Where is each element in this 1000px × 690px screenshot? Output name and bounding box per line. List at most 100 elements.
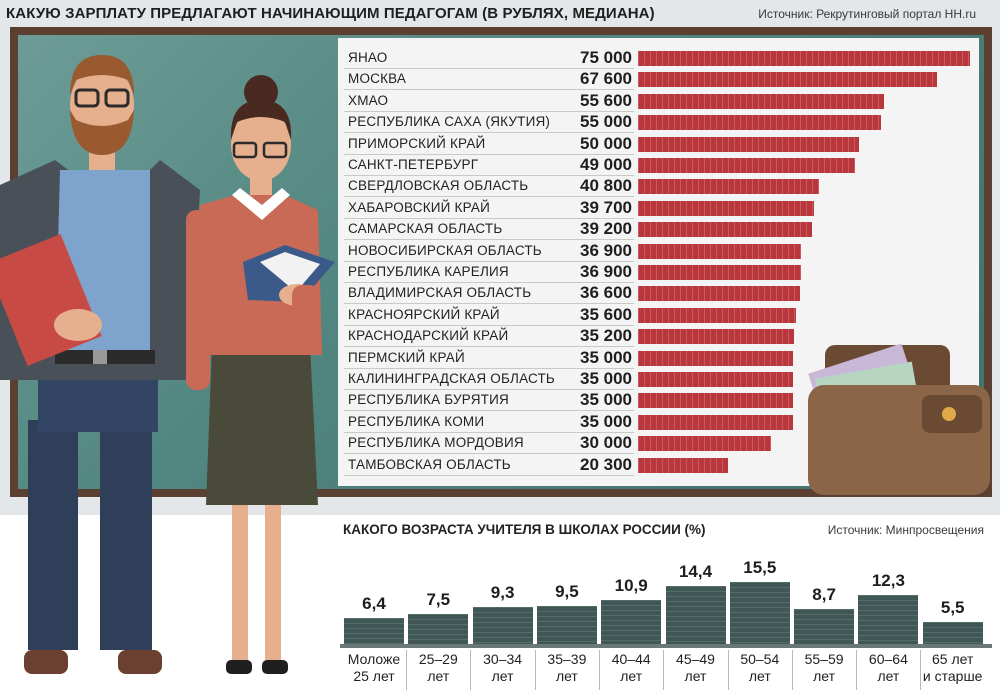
age-category-line: лет (620, 668, 643, 684)
row-divider (344, 132, 634, 134)
age-category-divider (856, 650, 858, 690)
age-value-label: 5,5 (940, 598, 965, 617)
age-category-label: 35–39 лет (535, 651, 599, 685)
age-bar (601, 600, 662, 644)
age-category-label: 25–29 лет (406, 651, 470, 685)
age-value-label: 7,5 (426, 590, 451, 609)
row-divider (344, 153, 634, 155)
age-category-line: 65 лет (932, 651, 974, 667)
salary-region-label: КАЛИНИНГРАДСКАЯ ОБЛАСТЬ (348, 371, 555, 386)
salary-bar (638, 350, 793, 366)
salary-bar (638, 72, 938, 88)
salary-value-label: 39 200 (580, 219, 632, 239)
salary-value-label: 49 000 (580, 155, 632, 174)
row-divider (344, 324, 634, 326)
age-category-line: лет (748, 668, 771, 684)
salary-bar (638, 393, 793, 409)
salary-value-label: 36 900 (580, 262, 632, 281)
age-chart-baseline (340, 644, 992, 648)
age-value-label: 10,9 (614, 576, 648, 596)
age-category-line: и старше (922, 668, 983, 684)
age-bar (858, 594, 919, 644)
salary-region-label: САНКТ-ПЕТЕРБУРГ (348, 157, 479, 172)
row-divider (344, 196, 634, 198)
salary-region-label: РЕСПУБЛИКА КАРЕЛИЯ (348, 264, 509, 279)
salary-bar (638, 200, 814, 216)
salary-value-label: 35 600 (580, 304, 632, 324)
age-category-line: 35–39 (547, 651, 587, 667)
age-category-label: 45–49 лет (664, 651, 728, 685)
salary-bar (638, 222, 812, 238)
age-category-label: Моложе 25 лет (342, 651, 406, 685)
salary-source: Источник: Рекрутинговый портал HH.ru (758, 7, 976, 21)
age-category-line: лет (813, 668, 836, 684)
salary-region-label: ВЛАДИМИРСКАЯ ОБЛАСТЬ (348, 285, 532, 301)
salary-bar (638, 457, 728, 473)
age-category-line: 55–59 (804, 651, 844, 667)
age-category-line: 25–29 (418, 651, 458, 667)
row-divider (344, 110, 634, 112)
age-category-line: 40–44 (611, 651, 651, 667)
salary-region-label: РЕСПУБЛИКА МОРДОВИЯ (348, 435, 524, 451)
salary-region-label: ЯНАО (348, 50, 388, 65)
salary-bar (638, 307, 796, 323)
salary-bar (638, 179, 819, 195)
row-divider (344, 453, 634, 455)
row-divider (344, 367, 634, 369)
age-value-label: 9,5 (555, 582, 579, 601)
age-category-line: лет (684, 668, 707, 684)
salary-value-label: 55 000 (580, 112, 632, 132)
row-divider (344, 389, 634, 390)
age-source: Источник: Минпросвещения (827, 523, 984, 537)
salary-bar (638, 51, 970, 66)
age-value-label: 15,5 (743, 558, 777, 577)
age-category-line: 60–64 (868, 651, 908, 667)
age-category-line: 50–54 (740, 651, 780, 667)
salary-value-label: 20 300 (580, 454, 632, 474)
salary-value-label: 35 200 (580, 326, 632, 346)
age-category-divider (920, 650, 922, 690)
age-category-label: 40–44 лет (599, 651, 663, 685)
salary-value-label: 40 800 (580, 176, 632, 196)
row-divider (344, 282, 634, 283)
salary-value-label: 50 000 (580, 133, 632, 153)
age-category-divider (791, 650, 793, 690)
age-category-label: 50–54 лет (728, 651, 792, 685)
salary-value-label: 30 000 (580, 433, 632, 453)
salary-region-label: КРАСНОЯРСКИЙ КРАЙ (348, 306, 500, 322)
age-category-label: 60–64 лет (856, 651, 920, 685)
age-category-divider (534, 650, 536, 690)
age-value-label: 12,3 (871, 570, 905, 590)
salary-bar (638, 265, 802, 280)
salary-value-label: 36 900 (580, 240, 632, 260)
salary-bar (638, 243, 802, 259)
age-category-line: лет (877, 668, 900, 684)
row-divider (344, 260, 634, 262)
salary-value-label: 75 000 (580, 48, 632, 67)
age-bar (729, 582, 790, 644)
salary-value-label: 55 600 (580, 90, 632, 110)
row-divider (344, 346, 634, 348)
age-chart-title: КАКОГО ВОЗРАСТА УЧИТЕЛЯ В ШКОЛАХ РОССИИ … (343, 522, 706, 537)
row-divider (344, 217, 634, 219)
salary-bar (638, 329, 794, 345)
age-bar (794, 609, 855, 644)
row-divider (344, 410, 634, 412)
age-category-line: 30–34 (483, 651, 523, 667)
age-value-label: 14,4 (678, 562, 713, 582)
age-category-divider (663, 650, 665, 690)
age-category-line: Моложе (347, 651, 401, 667)
salary-region-label: ПРИМОРСКИЙ КРАЙ (348, 135, 486, 151)
age-category-line: 25 лет (353, 668, 395, 684)
salary-bar (638, 115, 882, 131)
row-divider (344, 474, 634, 476)
female-teacher-figure (186, 75, 335, 674)
salary-region-label: РЕСПУБЛИКА БУРЯТИЯ (348, 392, 509, 408)
salary-bar (638, 286, 801, 302)
age-bar (665, 586, 726, 644)
salary-value-label: 35 000 (580, 347, 632, 367)
age-category-divider (406, 650, 407, 690)
age-bar (472, 606, 533, 644)
age-category-label: 30–34 лет (471, 651, 535, 685)
